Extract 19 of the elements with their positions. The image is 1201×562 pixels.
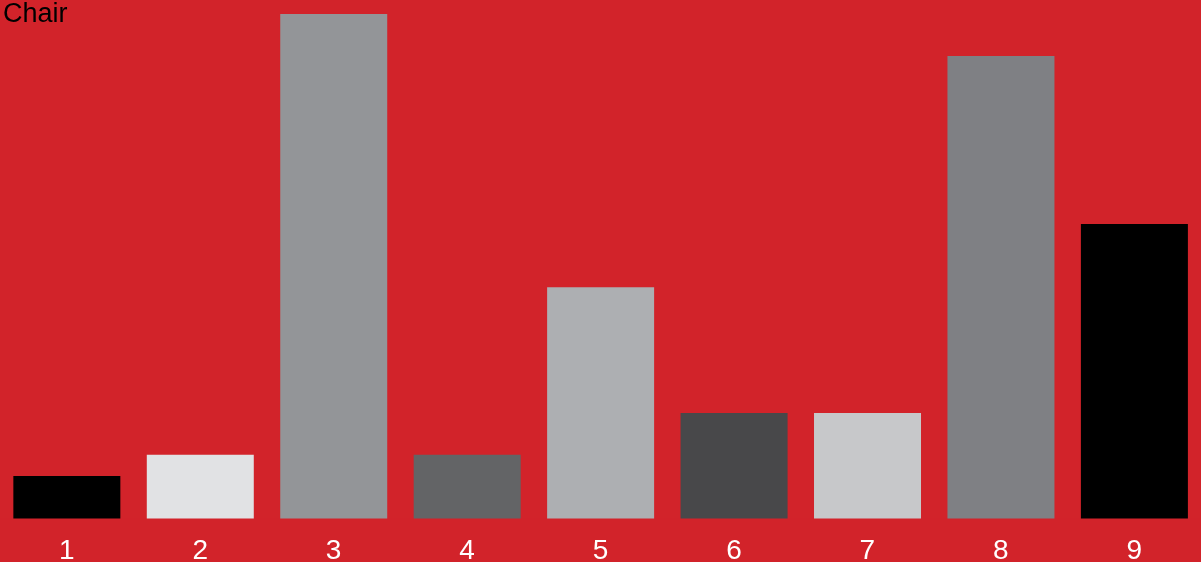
chart-title: Chair <box>3 0 68 29</box>
bar <box>680 412 788 519</box>
bar <box>413 454 521 519</box>
bar <box>280 14 388 519</box>
x-tick-label: 7 <box>859 533 876 562</box>
x-tick-label: 8 <box>993 533 1009 562</box>
x-tick-label: 4 <box>459 533 475 562</box>
x-tick-label: 3 <box>325 533 342 562</box>
x-tick-label: 1 <box>58 533 75 562</box>
bar <box>814 412 922 519</box>
x-tick-label: 6 <box>726 533 742 562</box>
bar <box>947 55 1055 519</box>
bar <box>146 454 254 519</box>
bar <box>1080 224 1188 519</box>
x-tick-label: 5 <box>592 533 609 562</box>
x-tick-label: 9 <box>1126 533 1143 562</box>
bar <box>547 287 655 519</box>
bar <box>13 476 121 519</box>
x-tick-label: 2 <box>192 533 208 562</box>
